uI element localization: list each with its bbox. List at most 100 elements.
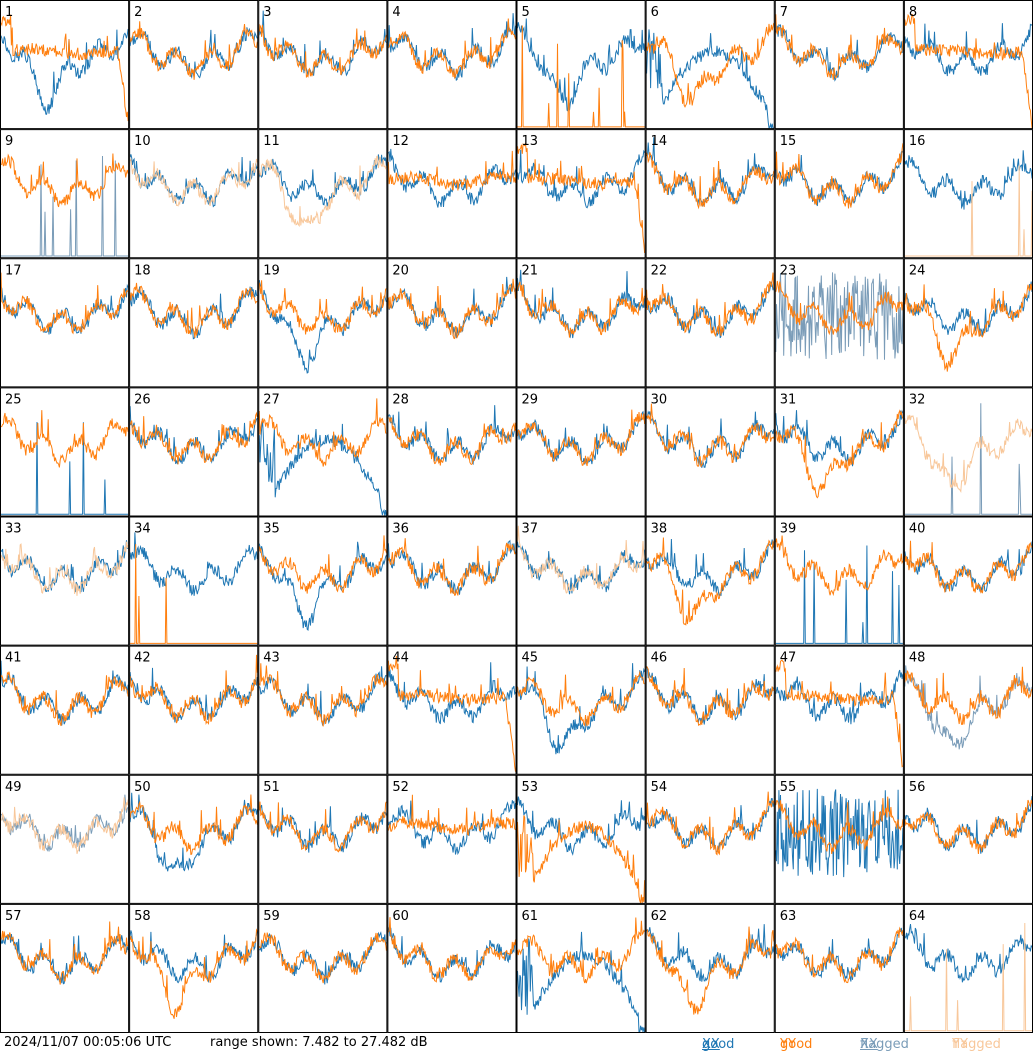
panel-57-frame	[0, 903, 130, 1033]
panel-33-yy-line	[0, 541, 129, 596]
panel-11: 11	[258, 129, 388, 259]
panel-63-label: 63	[780, 909, 797, 924]
panel-63: 63	[774, 903, 904, 1033]
panel-25-label: 25	[5, 392, 22, 407]
panel-24-yy-line	[904, 283, 1033, 372]
panel-27-yy-line	[258, 398, 387, 467]
panel-16: 16	[903, 129, 1033, 259]
panel-36: 36	[387, 516, 517, 646]
panel-36-yy-line	[387, 538, 516, 597]
panel-58-yy-line	[129, 928, 258, 1019]
panel-35-yy-line	[258, 535, 387, 594]
panel-54: 54	[645, 774, 775, 904]
panel-12-frame	[387, 129, 517, 259]
panel-44: 44	[387, 645, 517, 775]
panel-38-label: 38	[651, 522, 668, 537]
panel-50-label: 50	[134, 780, 151, 795]
panel-42-frame	[129, 645, 259, 775]
panel-31-yy-line	[775, 409, 904, 499]
panel-7-yy-line	[775, 14, 904, 80]
panel-60-yy-line	[387, 917, 516, 983]
panel-30-frame	[645, 387, 775, 517]
panel-53-frame	[516, 774, 646, 904]
panel-55-yy-line	[775, 796, 904, 855]
panel-30-xx-line	[646, 410, 775, 468]
panel-17-yy-line	[0, 272, 129, 335]
panel-18: 18	[129, 258, 259, 388]
panel-13-label: 13	[522, 134, 539, 149]
panel-38-yy-line	[646, 537, 775, 626]
panel-62-yy-line	[646, 926, 775, 1015]
panel-55-xx-line	[775, 788, 904, 878]
legend-good-yy-word: good	[780, 1037, 813, 1052]
panel-37-yy-line	[517, 525, 646, 594]
legend-flagged-yy-pol: YY	[952, 1037, 968, 1052]
panel-12: 12	[387, 129, 517, 259]
panel-11-label: 11	[263, 134, 280, 149]
panel-45-frame	[516, 645, 646, 775]
panel-1-yy-line	[0, 14, 129, 122]
panel-2: 2	[129, 0, 259, 130]
panel-60-frame	[387, 903, 517, 1033]
panel-19: 19	[258, 258, 388, 388]
panel-4: 4	[387, 0, 517, 130]
panel-17-frame	[0, 258, 130, 388]
panel-35-xx-line	[258, 541, 387, 632]
panel-10-yy-line	[129, 158, 258, 207]
panel-30-label: 30	[651, 392, 668, 407]
panel-6-yy-line	[646, 22, 775, 108]
panel-32: 32	[903, 387, 1033, 517]
panel-33-label: 33	[5, 522, 22, 537]
range-label: range shown: 7.482 to 27.482 dB	[210, 1035, 428, 1050]
panel-38: 38	[645, 516, 775, 646]
panel-59: 59	[258, 903, 388, 1033]
panel-34-label: 34	[134, 522, 151, 537]
panel-35-frame	[258, 516, 388, 646]
panel-55: 55	[774, 774, 904, 904]
panel-19-xx-line	[258, 280, 387, 374]
panel-4-label: 4	[392, 5, 400, 20]
panel-5-label: 5	[522, 5, 530, 20]
panel-11-yy-line	[258, 155, 387, 228]
panel-5: 5	[516, 0, 646, 130]
panel-12-xx-line	[388, 148, 516, 208]
panel-29-yy-line	[517, 409, 646, 467]
panel-49-yy-line	[0, 797, 129, 855]
panel-8-yy-line	[904, 13, 1033, 129]
panel-23-yy-line	[775, 280, 904, 336]
panel-29: 29	[516, 387, 646, 517]
panel-53-xx-line	[517, 796, 646, 856]
panel-38-frame	[645, 516, 775, 646]
panel-64-label: 64	[909, 909, 926, 924]
panel-9: 9	[0, 129, 130, 259]
panel-40: 40	[903, 516, 1033, 646]
panel-49-xx-line	[1, 794, 129, 852]
panel-50-xx-line	[129, 792, 258, 872]
panel-28-xx-line	[387, 405, 516, 466]
panel-52: 52	[387, 774, 517, 904]
panel-34-frame	[129, 516, 259, 646]
panel-22: 22	[645, 258, 775, 388]
panel-10-frame	[129, 129, 259, 259]
panel-36-xx-line	[387, 539, 516, 595]
panel-13-yy-line	[517, 143, 646, 254]
panel-18-frame	[129, 258, 259, 388]
panel-14-label: 14	[651, 134, 668, 149]
panel-47-yy-line	[775, 659, 904, 768]
panel-21-yy-line	[517, 281, 646, 338]
panel-21-frame	[516, 258, 646, 388]
panel-19-frame	[258, 258, 388, 388]
panel-17-label: 17	[5, 263, 22, 278]
panel-25: 25	[0, 387, 130, 517]
panel-36-label: 36	[392, 522, 409, 537]
panel-19-label: 19	[263, 263, 280, 278]
panel-4-frame	[387, 0, 517, 130]
panel-54-yy-line	[646, 791, 775, 856]
panel-31-label: 31	[780, 392, 797, 407]
panel-60: 60	[387, 903, 517, 1033]
panel-9-xx-line	[1, 155, 129, 257]
panel-45: 45	[516, 645, 646, 775]
panel-50-frame	[129, 774, 259, 904]
panel-39: 39	[774, 516, 904, 646]
